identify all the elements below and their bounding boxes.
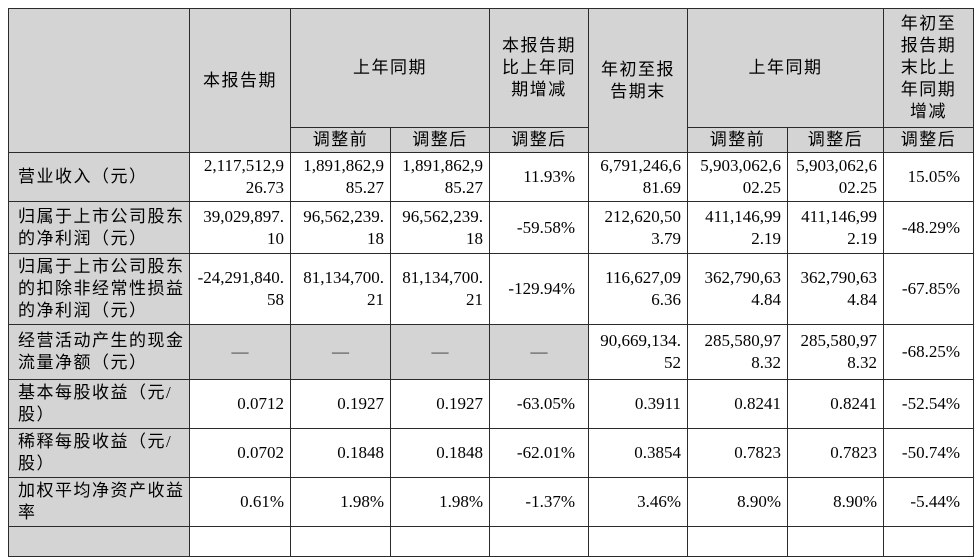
table-row-revenue: 营业收入（元） 2,117,512,926.73 1,891,862,985.2…	[8, 152, 974, 202]
financial-summary-table: 本报告期 上年同期 本报告期比上年同期增减 年初至报告期末 上年同期 年初至报告…	[8, 8, 974, 557]
table-cell: 2,117,512,926.73	[189, 152, 291, 202]
table-cell: 411,146,992.19	[787, 201, 884, 254]
row-label: 基本每股收益（元/股）	[8, 379, 190, 429]
table-cell: -67.85%	[883, 253, 974, 325]
table-cell: 0.7823	[687, 428, 788, 478]
table-cell: -62.01%	[489, 428, 589, 478]
table-cell: 8.90%	[787, 477, 884, 527]
table-cell: 0.8241	[787, 379, 884, 429]
table-cell: -52.54%	[883, 379, 974, 429]
table-cell: -1.37%	[489, 477, 589, 527]
table-cell: -24,291,840.58	[189, 253, 291, 325]
table-row-operating-cash-flow: 经营活动产生的现金流量净额（元） — — — — 90,669,134.52 2…	[8, 324, 974, 380]
table-cell	[390, 526, 490, 557]
table-cell: 1.98%	[290, 477, 391, 527]
table-cell: 285,580,978.32	[787, 324, 884, 380]
table-cell: -48.29%	[883, 201, 974, 254]
col-header-ytd-prior-period: 上年同期	[687, 8, 884, 128]
row-label: 营业收入（元）	[8, 152, 190, 202]
table-cell: -5.44%	[883, 477, 974, 527]
table-cell-na: —	[390, 324, 490, 380]
table-cell	[189, 526, 291, 557]
table-cell: 39,029,897.10	[189, 201, 291, 254]
col-header-ytd: 年初至报告期末	[588, 8, 688, 153]
table-cell: 0.7823	[787, 428, 884, 478]
table-cell	[588, 526, 688, 557]
table-cell: -63.05%	[489, 379, 589, 429]
table-cell: 90,669,134.52	[588, 324, 688, 380]
table-row-partial-clipped	[8, 526, 974, 557]
table-cell	[687, 526, 788, 557]
col-header-ytd-change: 年初至报告期末比上年同期增减	[883, 8, 974, 128]
table-cell: 0.0702	[189, 428, 291, 478]
table-cell: 6,791,246,681.69	[588, 152, 688, 202]
row-label: 归属于上市公司股东的扣除非经常性损益的净利润（元）	[8, 253, 190, 325]
table-cell: 81,134,700.21	[390, 253, 490, 325]
table-cell: 0.61%	[189, 477, 291, 527]
table-row-net-profit: 归属于上市公司股东的净利润（元） 39,029,897.10 96,562,23…	[8, 201, 974, 254]
table-cell	[787, 526, 884, 557]
col-header-period-change: 本报告期比上年同期增减	[489, 8, 589, 128]
table-cell: 11.93%	[489, 152, 589, 202]
table-cell: 0.1927	[390, 379, 490, 429]
table-cell-na: —	[489, 324, 589, 380]
table-cell: 212,620,503.79	[588, 201, 688, 254]
corner-cell	[8, 8, 190, 153]
table-cell-na: —	[189, 324, 291, 380]
table-cell: -59.58%	[489, 201, 589, 254]
table-cell: 15.05%	[883, 152, 974, 202]
row-label: 经营活动产生的现金流量净额（元）	[8, 324, 190, 380]
report-page: 本报告期 上年同期 本报告期比上年同期增减 年初至报告期末 上年同期 年初至报告…	[8, 8, 974, 557]
table-cell: 116,627,096.36	[588, 253, 688, 325]
table-cell: 0.1848	[390, 428, 490, 478]
table-cell: 411,146,992.19	[687, 201, 788, 254]
subheader-adjusted-before: 调整前	[687, 127, 788, 153]
table-cell: 96,562,239.18	[290, 201, 391, 254]
table-cell: 96,562,239.18	[390, 201, 490, 254]
table-cell: 5,903,062,602.25	[787, 152, 884, 202]
table-cell: 0.1848	[290, 428, 391, 478]
table-row-net-profit-excl-nonrecurring: 归属于上市公司股东的扣除非经常性损益的净利润（元） -24,291,840.58…	[8, 253, 974, 325]
table-cell: -129.94%	[489, 253, 589, 325]
table-cell: 285,580,978.32	[687, 324, 788, 380]
col-header-current-period: 本报告期	[189, 8, 291, 153]
table-row-basic-eps: 基本每股收益（元/股） 0.0712 0.1927 0.1927 -63.05%…	[8, 379, 974, 429]
table-cell: 362,790,634.84	[787, 253, 884, 325]
table-cell: 0.3911	[588, 379, 688, 429]
table-cell: -68.25%	[883, 324, 974, 380]
row-label: 归属于上市公司股东的净利润（元）	[8, 201, 190, 254]
table-cell	[489, 526, 589, 557]
table-cell: 1,891,862,985.27	[290, 152, 391, 202]
col-header-prior-period: 上年同期	[290, 8, 490, 128]
table-cell: 8.90%	[687, 477, 788, 527]
subheader-adjusted-after: 调整后	[390, 127, 490, 153]
subheader-adjusted-before: 调整前	[290, 127, 391, 153]
table-cell: 0.1927	[290, 379, 391, 429]
table-cell: 81,134,700.21	[290, 253, 391, 325]
table-cell: 5,903,062,602.25	[687, 152, 788, 202]
table-cell: 0.8241	[687, 379, 788, 429]
header-row-sub: 调整前 调整后 调整后 调整前 调整后 调整后	[9, 127, 974, 153]
table-cell: 1.98%	[390, 477, 490, 527]
subheader-adjusted-after: 调整后	[489, 127, 589, 153]
row-label	[8, 526, 190, 557]
table-cell: 362,790,634.84	[687, 253, 788, 325]
table-cell	[883, 526, 974, 557]
table-cell: 0.3854	[588, 428, 688, 478]
table-cell: 3.46%	[588, 477, 688, 527]
table-cell: -50.74%	[883, 428, 974, 478]
header-row-top: 本报告期 上年同期 本报告期比上年同期增减 年初至报告期末 上年同期 年初至报告…	[8, 8, 974, 153]
table-row-weighted-avg-roe: 加权平均净资产收益率 0.61% 1.98% 1.98% -1.37% 3.46…	[8, 477, 974, 527]
row-label: 加权平均净资产收益率	[8, 477, 190, 527]
table-cell-na: —	[290, 324, 391, 380]
table-cell	[290, 526, 391, 557]
row-label: 稀释每股收益（元/股）	[8, 428, 190, 478]
subheader-adjusted-after: 调整后	[883, 127, 974, 153]
subheader-adjusted-after: 调整后	[787, 127, 884, 153]
table-row-diluted-eps: 稀释每股收益（元/股） 0.0702 0.1848 0.1848 -62.01%…	[8, 428, 974, 478]
table-cell: 0.0712	[189, 379, 291, 429]
table-cell: 1,891,862,985.27	[390, 152, 490, 202]
